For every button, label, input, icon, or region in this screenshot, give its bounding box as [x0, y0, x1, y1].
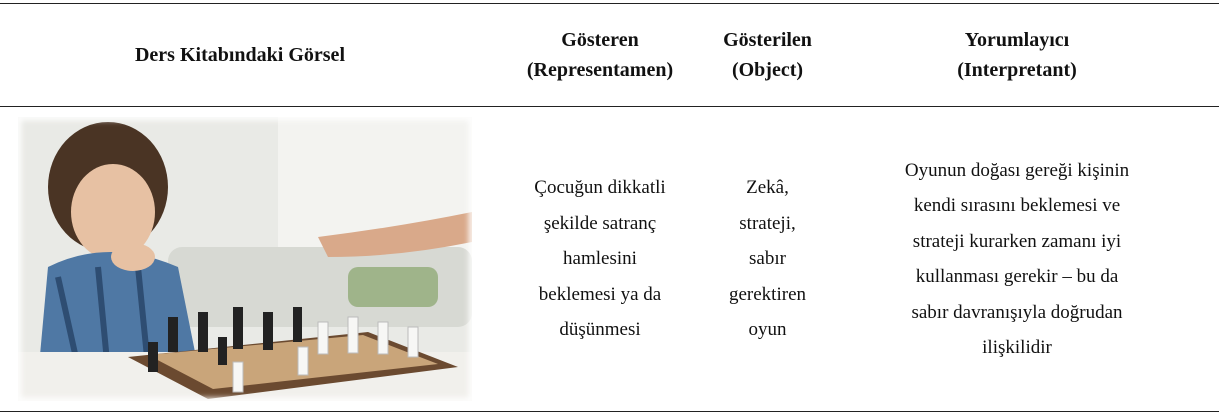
text-line: (Representamen): [526, 59, 674, 81]
header-cell: Gösterilen (Object): [720, 4, 815, 106]
text-line: sabır: [749, 248, 786, 270]
text-line: Gösterilen: [723, 29, 812, 51]
text-line: Yorumlayıcı: [964, 29, 1070, 51]
text-line: Gösteren: [561, 29, 639, 51]
header-cell: Yorumlayıcı (Interpretant): [815, 4, 1219, 106]
header-rule: [0, 106, 1219, 107]
header-cell: Gösteren (Representamen): [480, 4, 720, 106]
table-cell: Zekâ, strateji, sabır gerektiren oyun: [720, 107, 815, 411]
text-line: (Interpretant): [957, 59, 1077, 81]
text-line: şekilde satranç: [543, 212, 657, 234]
text-line: gerektiren: [728, 283, 806, 305]
text-line: kendi sırasını beklemesi ve: [913, 195, 1121, 216]
table-cell: Oyunun doğası gereği kişinin kendi sırası…: [815, 107, 1219, 411]
bottom-rule: [0, 411, 1219, 412]
header-cell: Ders Kitabındaki Görsel: [0, 4, 480, 106]
text-line: beklemesi ya da: [538, 283, 662, 305]
chess-photo: [18, 117, 472, 401]
text-line: Oyunun doğası gereği kişinin: [904, 159, 1130, 181]
text-line: (Object): [731, 59, 804, 81]
text-line: ilişkilidir: [982, 337, 1052, 358]
text-line: oyun: [748, 319, 787, 341]
text-line: Ders Kitabındaki Görsel: [134, 44, 345, 66]
text-line: sabır davranışıyla doğrudan: [911, 301, 1123, 323]
text-line: düşünmesi: [559, 319, 641, 341]
text-line: kullanması gerekir – bu da: [915, 266, 1119, 287]
top-rule: [0, 3, 1219, 4]
text-line: Çocuğun dikkatli: [534, 177, 666, 199]
text-line: hamlesini: [563, 248, 637, 270]
text-line: strateji kurarken zamanı iyi: [912, 230, 1122, 252]
table-cell: Çocuğun dikkatli şekilde satranç hamlesini…: [480, 107, 720, 411]
text-line: Zekâ,: [746, 177, 789, 199]
text-line: strateji,: [739, 212, 796, 234]
